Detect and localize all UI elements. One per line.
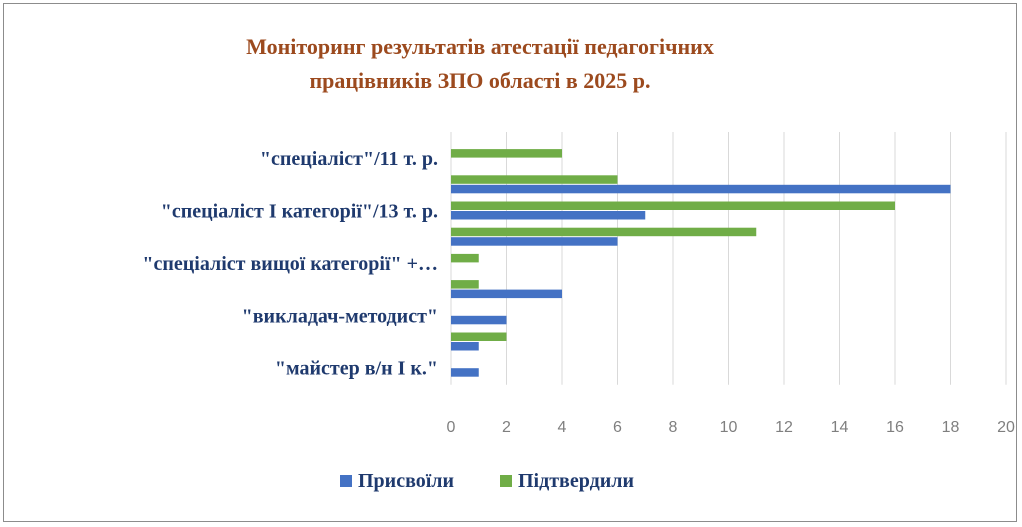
legend-label-1: Підтвердили <box>518 470 634 492</box>
bar-pidtverdyly-2 <box>451 201 895 210</box>
x-tick-label-12: 12 <box>775 419 793 436</box>
bar-pidtverdyly-0 <box>451 149 562 158</box>
bar-pidtverdyly-7 <box>451 332 507 341</box>
y-category-label-2: "спеціаліст І категорії"/13 т. р. <box>161 201 438 223</box>
legend-label-0: Присвоїли <box>358 470 454 492</box>
x-tick-label-8: 8 <box>669 419 678 436</box>
bar-pidtverdyly-4 <box>451 253 479 263</box>
x-tick-label-2: 2 <box>502 419 511 436</box>
bar-prysvoily-7 <box>451 342 479 351</box>
bar-pidtverdyly-1 <box>451 175 618 184</box>
bar-prysvoily-8 <box>451 368 479 377</box>
x-tick-label-16: 16 <box>886 419 904 436</box>
chart-title-line-1: Моніторинг результатів атестації педагог… <box>246 34 714 59</box>
bar-pidtverdyly-5 <box>451 280 479 289</box>
x-tick-label-18: 18 <box>942 419 960 436</box>
chart-title-line-2: працівників ЗПО області в 2025 р. <box>309 68 651 93</box>
chart-title: Моніторинг результатів атестації педагог… <box>120 30 840 98</box>
x-tick-label-10: 10 <box>720 419 738 436</box>
bar-prysvoily-3 <box>451 237 618 246</box>
x-tick-label-4: 4 <box>558 419 567 436</box>
bar-prysvoily-2 <box>451 211 646 220</box>
y-category-label-0: "спеціаліст"/11 т. р. <box>260 148 438 170</box>
bar-prysvoily-1 <box>451 184 951 194</box>
x-tick-label-20: 20 <box>997 419 1015 436</box>
legend-swatch-1 <box>500 475 512 487</box>
y-category-label-6: "викладач-методист" <box>242 305 438 327</box>
x-tick-label-14: 14 <box>831 419 849 436</box>
bar-pidtverdyly-3 <box>451 227 757 237</box>
bar-prysvoily-5 <box>451 289 562 299</box>
y-category-label-4: "спеціаліст вищої категорії" +… <box>142 253 438 275</box>
chart-frame <box>3 3 1017 522</box>
x-tick-label-0: 0 <box>447 419 456 436</box>
x-tick-label-6: 6 <box>613 419 622 436</box>
y-category-label-8: "майстер в/н І к." <box>275 358 438 380</box>
bar-prysvoily-6 <box>451 315 507 325</box>
legend-swatch-0 <box>340 475 352 487</box>
